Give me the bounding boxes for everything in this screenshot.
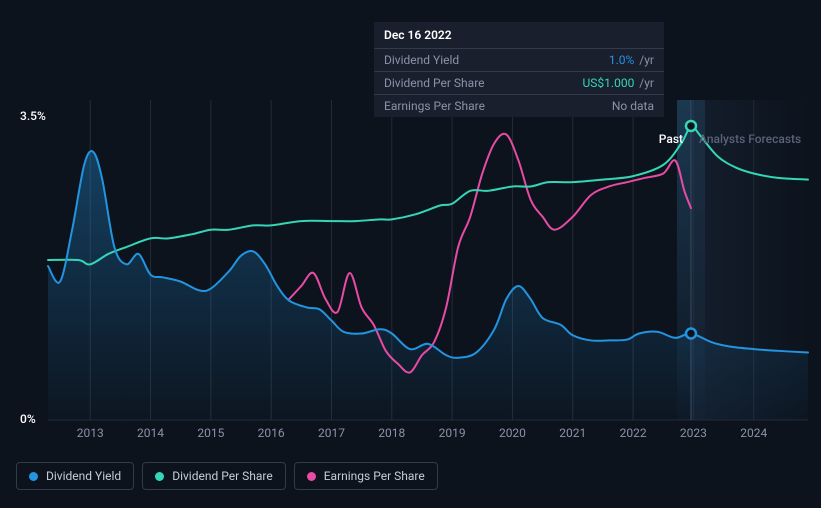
- tooltip-row-label: Dividend Per Share: [384, 76, 485, 90]
- x-tick-label: 2018: [378, 426, 405, 440]
- tooltip-row-value: 1.0% /yr: [609, 53, 654, 67]
- x-tick-label: 2016: [258, 426, 285, 440]
- x-tick-label: 2017: [318, 426, 345, 440]
- x-tick-label: 2015: [197, 426, 224, 440]
- x-tick-label: 2021: [559, 426, 586, 440]
- legend-item-label: Earnings Per Share: [324, 469, 425, 483]
- tooltip-row-value: No data: [612, 99, 654, 113]
- tooltip-row: Dividend Per Share US$1.000 /yr: [374, 71, 664, 94]
- x-tick-label: 2022: [620, 426, 647, 440]
- legend-marker-icon: [29, 472, 38, 481]
- x-axis-labels: 2013 2014 2015 2016 2017 2018 2019 2020 2021 2022…: [0, 426, 821, 442]
- tooltip-row-label: Earnings Per Share: [384, 99, 485, 113]
- x-tick-label: 2013: [77, 426, 104, 440]
- legend-item[interactable]: Earnings Per Share: [294, 462, 438, 490]
- x-tick-label: 2014: [137, 426, 164, 440]
- tooltip-row: Earnings Per Share No data: [374, 94, 664, 117]
- future-label: Analysts Forecasts: [699, 132, 801, 146]
- legend-marker-icon: [155, 472, 164, 481]
- legend-item-label: Dividend Per Share: [172, 469, 273, 483]
- x-tick-label: 2019: [439, 426, 466, 440]
- past-label: Past: [659, 132, 683, 146]
- tooltip-row-value: US$1.000 /yr: [583, 76, 654, 90]
- tooltip-row-label: Dividend Yield: [384, 53, 459, 67]
- tooltip-row: Dividend Yield 1.0% /yr: [374, 48, 664, 71]
- legend-marker-icon: [307, 472, 316, 481]
- y-tick-label: 3.5%: [20, 109, 46, 123]
- x-tick-label: 2024: [740, 426, 767, 440]
- y-tick-label: 0%: [20, 412, 36, 426]
- legend: Dividend Yield Dividend Per Share Earnings…: [16, 462, 438, 490]
- legend-item-label: Dividend Yield: [46, 469, 121, 483]
- legend-item[interactable]: Dividend Per Share: [142, 462, 286, 490]
- tooltip-date: Dec 16 2022: [374, 22, 664, 48]
- legend-item[interactable]: Dividend Yield: [16, 462, 134, 490]
- x-tick-label: 2023: [680, 426, 707, 440]
- hover-tooltip: Dec 16 2022 Dividend Yield1.0% /yrDivide…: [374, 22, 664, 117]
- x-tick-label: 2020: [499, 426, 526, 440]
